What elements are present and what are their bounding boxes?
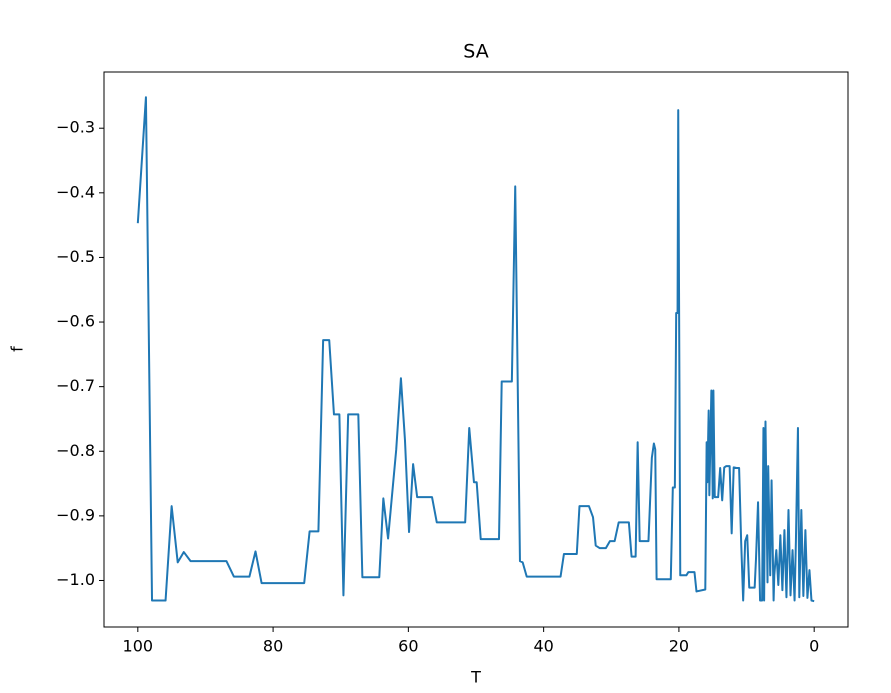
x-tick-label: 80	[263, 637, 283, 656]
x-axis-label: T	[470, 668, 481, 687]
y-tick-label: −0.5	[56, 247, 95, 266]
x-tick-label: 20	[669, 637, 689, 656]
line-series	[136, 96, 815, 603]
y-tick-label: −0.9	[56, 505, 95, 524]
y-tick-label: −0.3	[56, 118, 95, 137]
plot-frame	[103, 71, 849, 628]
y-tick-label: −0.6	[56, 312, 95, 331]
chart-title: SA	[463, 41, 488, 63]
y-tick-label: −1.0	[56, 570, 95, 589]
y-tick-label: −0.7	[56, 376, 95, 395]
x-tick-label: 100	[123, 637, 154, 656]
x-tick-label: 40	[533, 637, 553, 656]
y-tick-label: −0.4	[56, 182, 95, 201]
y-tick-label: −0.8	[56, 441, 95, 460]
x-tick-label: 0	[809, 637, 819, 656]
y-axis-label: f	[8, 346, 27, 352]
x-tick-label: 60	[398, 637, 418, 656]
